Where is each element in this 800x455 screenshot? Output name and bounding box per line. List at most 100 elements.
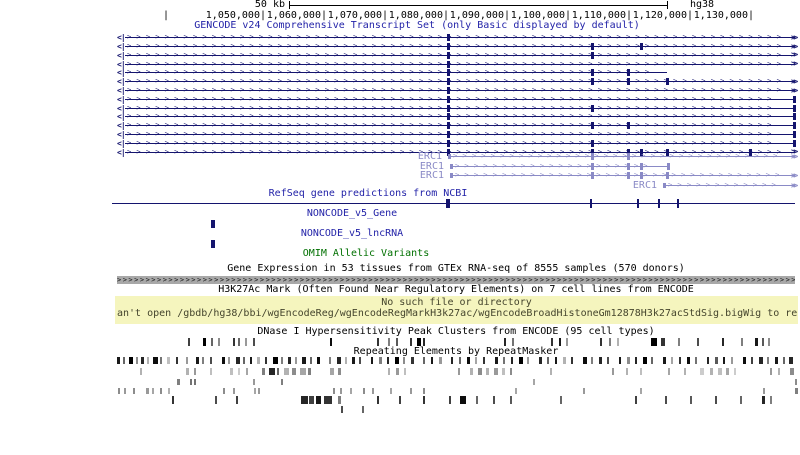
repeat-bar[interactable] [478,368,482,375]
repeat-bar[interactable] [281,357,283,364]
exon-block[interactable] [640,148,643,156]
repeat-bar[interactable] [281,379,283,385]
gene-label[interactable]: ERC1 [417,151,442,162]
repeat-bar[interactable] [459,357,461,364]
dnase-peak-bar[interactable] [755,338,758,346]
dnase-peak-bar[interactable] [661,338,665,346]
repeat-bar[interactable] [527,357,529,364]
dnase-peak-bar[interactable] [617,338,619,346]
repeat-bar[interactable] [671,357,673,364]
repeat-bar[interactable] [168,388,170,394]
repeat-bar[interactable] [493,396,495,404]
exon-block[interactable] [447,131,450,138]
repeat-bar[interactable] [301,396,308,404]
repeat-bar[interactable] [651,357,653,364]
repeat-bar[interactable] [547,357,549,364]
repeat-bar[interactable] [338,368,341,375]
exon-block[interactable] [447,69,450,76]
repeat-bar[interactable] [310,357,312,364]
repeat-bar[interactable] [503,357,505,364]
repeat-bar[interactable] [483,357,485,364]
dnase-peak-bar[interactable] [651,338,657,346]
repeat-bar[interactable] [789,357,793,364]
repeatmasker-track[interactable] [110,356,798,414]
transcript-line[interactable] [125,116,793,117]
repeat-bar[interactable] [460,396,466,404]
exon-block[interactable] [447,104,450,112]
repeat-bar[interactable] [236,396,238,404]
repeat-bar[interactable] [515,388,517,394]
noncode-lncrna-block[interactable] [211,240,215,248]
gencode-track[interactable]: <| >>>>>>>>>>>>>>>>>>>>>>>>>>>>>>>>>>>>>>… [110,31,800,191]
transcript-line[interactable] [125,107,793,109]
repeat-bar[interactable] [663,357,666,364]
repeat-bar[interactable] [118,388,120,394]
repeat-bar[interactable] [243,357,245,364]
repeat-bar[interactable] [133,388,135,394]
transcript-line[interactable] [125,63,795,65]
repeat-bar[interactable] [643,357,647,364]
repeat-bar[interactable] [236,357,240,364]
repeat-bar[interactable] [571,357,573,364]
repeat-bar[interactable] [295,357,297,364]
repeat-bar[interactable] [726,368,729,375]
repeat-bar[interactable] [277,368,279,375]
repeat-bar[interactable] [404,368,406,375]
repeat-bar[interactable] [352,357,355,364]
gene-label[interactable]: ERC1 [419,170,444,181]
dnase-peak-bar[interactable] [396,338,398,346]
repeat-bar[interactable] [583,357,587,364]
repeat-bar[interactable] [388,368,390,375]
dnase-peak-bar[interactable] [741,338,743,346]
repeat-bar[interactable] [778,368,780,375]
repeat-bar[interactable] [340,388,342,394]
exon-block[interactable] [447,51,450,59]
repeat-bar[interactable] [190,379,192,385]
repeat-bar[interactable] [599,357,602,364]
repeat-bar[interactable] [337,357,341,364]
dnase-peak-bar[interactable] [410,338,412,346]
repeat-bar[interactable] [731,357,733,364]
transcript-line[interactable] [125,98,793,100]
repeat-bar[interactable] [635,357,637,364]
refseq-line[interactable] [112,203,795,204]
dnase-peak-bar[interactable] [678,338,680,346]
transcript-line[interactable] [125,134,793,135]
repeat-bar[interactable] [167,357,170,364]
exon-block[interactable] [627,153,630,160]
dnase-peak-bar[interactable] [377,338,379,346]
repeat-bar[interactable] [329,357,331,364]
repeat-bar[interactable] [302,357,306,364]
repeat-bar[interactable] [475,357,477,364]
repeat-bar[interactable] [228,357,230,364]
repeat-bar[interactable] [152,388,154,394]
repeat-bar[interactable] [333,388,335,394]
repeat-bar[interactable] [533,379,535,385]
repeat-bar[interactable] [470,368,473,375]
repeat-bar[interactable] [707,357,709,364]
gene-label[interactable]: ERC1 [632,180,657,191]
dnase-peak-bar[interactable] [722,338,724,346]
repeat-bar[interactable] [770,368,772,375]
repeat-bar[interactable] [751,357,753,364]
repeat-bar[interactable] [309,396,314,404]
repeat-bar[interactable] [377,396,379,404]
repeat-bar[interactable] [665,396,667,404]
repeat-bar[interactable] [423,388,425,394]
repeat-bar[interactable] [710,368,713,375]
transcript-line[interactable] [125,54,795,56]
transcript-line[interactable] [125,37,795,38]
repeat-bar[interactable] [292,368,296,375]
repeat-bar[interactable] [723,357,725,364]
dnase-peak-bar[interactable] [504,338,506,346]
repeat-bar[interactable] [668,368,670,375]
repeat-bar[interactable] [141,357,144,364]
transcript-line[interactable] [125,81,795,82]
dnase-peak-bar[interactable] [238,338,240,346]
exon-block[interactable] [447,60,450,68]
repeat-bar[interactable] [124,388,126,394]
exon-block[interactable] [627,78,630,85]
repeat-bar[interactable] [743,357,746,364]
repeat-bar[interactable] [539,357,542,364]
repeat-bar[interactable] [136,357,138,364]
